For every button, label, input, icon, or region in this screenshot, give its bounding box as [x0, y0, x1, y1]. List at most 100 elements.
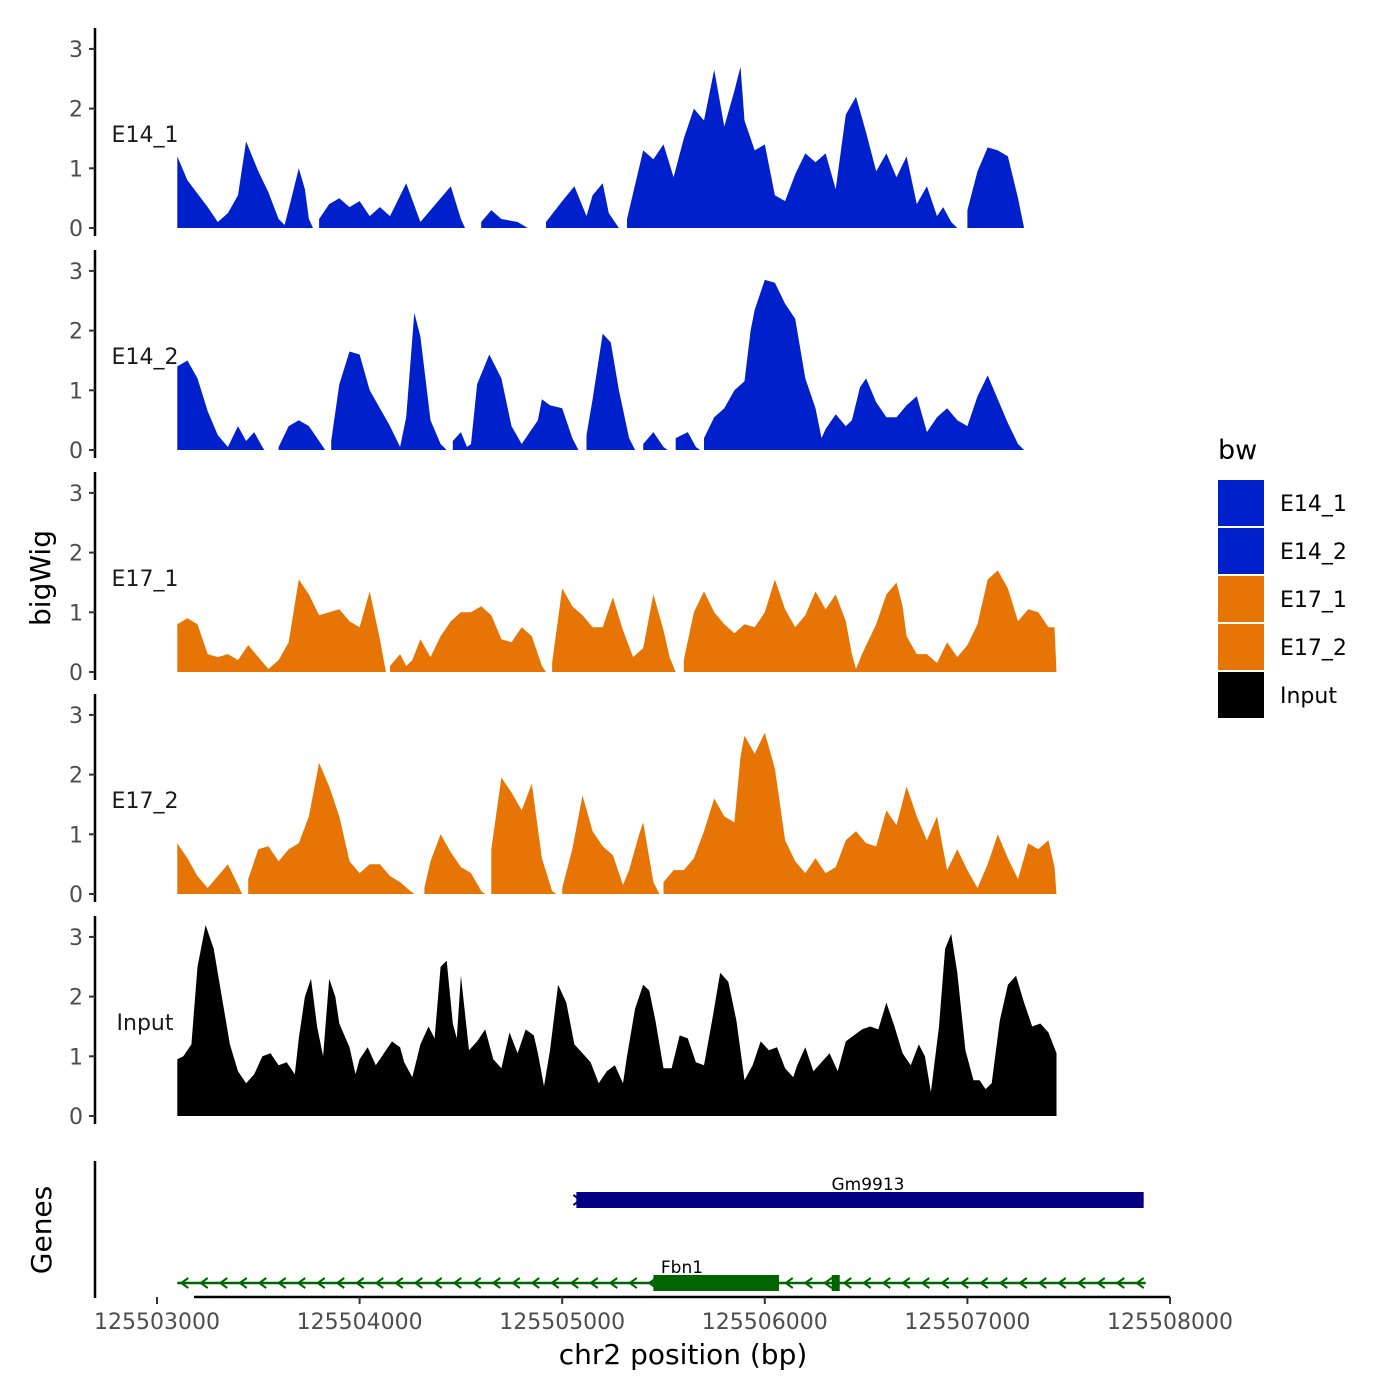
strand-arrow [959, 1277, 969, 1289]
x-tick-label-125508000: 125508000 [1107, 1310, 1233, 1335]
area-Input [177, 925, 1057, 1116]
y-tick-label-E14_1-0: 0 [69, 217, 83, 242]
track-Input: 0 1 2 3 Input [69, 916, 1057, 1130]
strand-arrow [998, 1277, 1008, 1289]
bigwig-tracks: 0 1 2 3 E14_1 0 1 2 3 E14_2 0 1 2 3 E17_1 0 1 2 3 E17_2 0 1 2 3… [69, 28, 1057, 1130]
area-E17_2 [177, 732, 1057, 894]
strand-arrow [316, 1277, 326, 1289]
track-label-E14_1: E14_1 [112, 123, 179, 148]
track-label-E14_2: E14_2 [112, 345, 179, 370]
y-tick-label-Input-0: 0 [69, 1105, 83, 1130]
legend-label-E17_2: E17_2 [1280, 636, 1347, 661]
legend-title: bw [1218, 435, 1257, 466]
strand-arrow [433, 1277, 443, 1289]
legend-key-Input [1218, 672, 1264, 718]
strand-arrow [979, 1277, 989, 1289]
track-E17_1: 0 1 2 3 E17_1 [69, 472, 1057, 686]
legend-label-E17_1: E17_1 [1280, 588, 1347, 613]
legend-label-Input: Input [1280, 684, 1337, 709]
genes-panel: Gm9913 Fbn1 [93, 1161, 1146, 1298]
gene-Fbn1: Fbn1 [177, 1258, 1146, 1291]
strand-arrow [472, 1277, 482, 1289]
y-axis-title: bigWig [24, 530, 57, 626]
strand-arrow [725, 1277, 735, 1289]
strand-arrow [784, 1277, 794, 1289]
strand-arrow [179, 1277, 189, 1289]
y-tick-label-E17_1-3: 3 [69, 482, 83, 507]
y-tick-label-Input-2: 2 [69, 986, 83, 1011]
strand-arrow [296, 1277, 306, 1289]
y-tick-label-E14_1-3: 3 [69, 38, 83, 63]
strand-arrow [452, 1277, 462, 1289]
legend-label-E14_2: E14_2 [1280, 540, 1347, 565]
y-tick-label-E17_2-2: 2 [69, 764, 83, 789]
area-E17_1 [177, 570, 1057, 672]
legend-label-E14_1: E14_1 [1280, 492, 1347, 517]
track-E17_2: 0 1 2 3 E17_2 [69, 694, 1057, 908]
y-tick-label-Input-1: 1 [69, 1045, 83, 1070]
legend-key-E14_2 [1218, 528, 1264, 574]
strand-arrow [1135, 1277, 1145, 1289]
x-tick-label-125505000: 125505000 [499, 1310, 625, 1335]
y-tick-label-E14_2-3: 3 [69, 260, 83, 285]
x-tick-label-125507000: 125507000 [904, 1310, 1030, 1335]
strand-arrow [1096, 1277, 1106, 1289]
strand-arrow [823, 1277, 833, 1289]
strand-arrow [335, 1277, 345, 1289]
y-tick-label-E17_1-0: 0 [69, 661, 83, 686]
strand-arrow [394, 1277, 404, 1289]
gene-label-Gm9913: Gm9913 [832, 1175, 905, 1195]
strand-arrow [550, 1277, 560, 1289]
gene-Gm9913: Gm9913 [572, 1175, 1144, 1208]
strand-arrow [413, 1277, 423, 1289]
strand-arrow [686, 1277, 696, 1289]
y-tick-label-E17_2-1: 1 [69, 823, 83, 848]
strand-arrow [218, 1277, 228, 1289]
y-tick-label-E14_2-1: 1 [69, 379, 83, 404]
strand-arrow [706, 1277, 716, 1289]
track-label-E17_2: E17_2 [112, 789, 179, 814]
strand-arrow [569, 1277, 579, 1289]
y-tick-label-E17_2-0: 0 [69, 883, 83, 908]
strand-arrow [511, 1277, 521, 1289]
strand-arrow [491, 1277, 501, 1289]
strand-arrow [862, 1277, 872, 1289]
exon-Fbn1-2 [831, 1275, 840, 1291]
strand-arrow [940, 1277, 950, 1289]
strand-arrow [608, 1277, 618, 1289]
y-tick-label-E14_1-1: 1 [69, 157, 83, 182]
x-tick-label-125504000: 125504000 [297, 1310, 423, 1335]
strand-arrow [901, 1277, 911, 1289]
legend: bw E14_1 E14_2 E17_1 E17_2 Input [1218, 435, 1347, 718]
strand-arrow [374, 1277, 384, 1289]
strand-arrow [355, 1277, 365, 1289]
genes-axis-title: Genes [25, 1186, 58, 1274]
strand-arrow [745, 1277, 755, 1289]
y-tick-label-E17_1-1: 1 [69, 601, 83, 626]
exon-Fbn1-1 [653, 1275, 779, 1291]
y-tick-label-E17_2-3: 3 [69, 704, 83, 729]
strand-arrow [1037, 1277, 1047, 1289]
strand-arrow [277, 1277, 287, 1289]
strand-arrow [199, 1277, 209, 1289]
y-tick-label-Input-3: 3 [69, 926, 83, 951]
strand-arrow [1115, 1277, 1125, 1289]
area-E14_2 [177, 279, 1025, 450]
track-label-E17_1: E17_1 [112, 567, 179, 592]
strand-arrow [764, 1277, 774, 1289]
y-tick-label-E14_2-2: 2 [69, 320, 83, 345]
strand-arrow [572, 1194, 583, 1206]
y-tick-label-E14_1-2: 2 [69, 98, 83, 123]
strand-arrow [628, 1277, 638, 1289]
strand-arrow [1018, 1277, 1028, 1289]
y-tick-label-E17_1-2: 2 [69, 542, 83, 567]
track-E14_2: 0 1 2 3 E14_2 [69, 250, 1025, 464]
strand-arrow [647, 1277, 657, 1289]
x-tick-label-125503000: 125503000 [94, 1310, 220, 1335]
x-axis: 125503000 125504000 125505000 125506000 1255… [94, 1295, 1233, 1335]
y-tick-label-E14_2-0: 0 [69, 439, 83, 464]
legend-key-E17_2 [1218, 624, 1264, 670]
strand-arrow [589, 1277, 599, 1289]
legend-key-E17_1 [1218, 576, 1264, 622]
